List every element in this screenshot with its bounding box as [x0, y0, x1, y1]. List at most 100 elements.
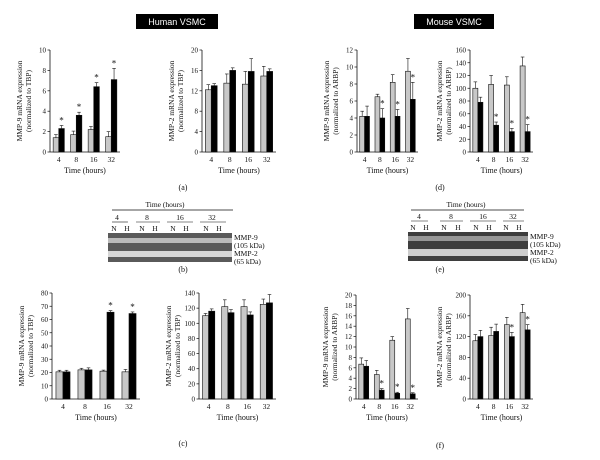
gel-b-label-65: (65 kDa)	[234, 257, 261, 266]
y-tick-label: 8	[195, 108, 199, 116]
y-tick-label: 20	[191, 47, 199, 55]
gel-e-time-4: 4	[417, 212, 421, 221]
gel-e-label-mmp9: MMP-9	[530, 232, 554, 241]
y-axis-label: (normalized to TBP)	[173, 315, 182, 377]
y-tick-label: 160	[456, 47, 467, 55]
y-tick-label: 4	[43, 108, 47, 116]
bar-hypoxia	[266, 71, 273, 153]
y-tick-label: 0	[45, 396, 49, 404]
bar-hypoxia	[509, 336, 515, 400]
y-tick-label: 80	[459, 98, 467, 106]
bar-normoxia	[121, 371, 130, 400]
gel-b-lane-2: H	[124, 224, 130, 233]
x-tick-label: 32	[108, 155, 116, 164]
bar-normoxia	[359, 116, 365, 153]
y-tick-label: 60	[459, 110, 467, 118]
bar-normoxia	[488, 84, 494, 153]
bar-hypoxia	[208, 310, 216, 400]
significance-star: *	[411, 72, 416, 82]
bar-hypoxia	[409, 393, 416, 400]
chart-8: 0 40 80 120 160 200 MMP-2 mRNA expression (norm…	[435, 292, 533, 422]
bar-normoxia	[221, 306, 229, 400]
bar-normoxia	[205, 89, 212, 153]
y-tick-label: 120	[185, 305, 196, 313]
gel-b-lane-8: H	[216, 224, 222, 233]
chart-4: 0 20 40 60 80 100 120 140 160 MMP-2 mRNA expressi…	[435, 47, 533, 175]
gel-b-lane-3: N	[139, 224, 145, 233]
x-tick-label: 32	[263, 402, 271, 411]
x-tick-label: 4	[209, 155, 213, 164]
y-tick-label: 70	[41, 303, 49, 311]
bar-hypoxia	[394, 392, 401, 400]
x-tick-label: 8	[226, 402, 230, 411]
y-tick-label: 0	[350, 149, 354, 157]
bar-hypoxia	[394, 116, 401, 153]
y-axis-label: (normalized to ARBP)	[444, 313, 453, 381]
y-axis-label: MMP-2 mRNA expression	[164, 305, 173, 386]
bar-hypoxia	[93, 86, 100, 153]
x-tick-label: 16	[391, 402, 399, 411]
significance-star: *	[410, 383, 415, 393]
y-tick-label: 2	[349, 385, 353, 393]
bar-normoxia	[105, 136, 112, 153]
bar-normoxia	[504, 84, 510, 153]
x-tick-label: 32	[407, 402, 415, 411]
gel-b-band-mmp9	[108, 238, 232, 243]
bar-normoxia	[259, 304, 267, 400]
y-tick-label: 6	[349, 364, 353, 372]
y-tick-label: 2	[350, 132, 354, 140]
bar-normoxia	[70, 134, 77, 153]
significance-star: *	[395, 100, 400, 110]
significance-star: *	[525, 115, 530, 125]
panel-label-e: (e)	[436, 265, 445, 274]
bar-normoxia	[77, 369, 86, 400]
x-tick-label: 4	[363, 155, 367, 164]
bar-normoxia	[389, 82, 396, 153]
gel-e-lane-2: H	[423, 223, 429, 232]
y-tick-label: 2	[43, 128, 47, 136]
bar-normoxia	[519, 312, 526, 400]
bar-normoxia	[242, 83, 249, 153]
bar-normoxia	[504, 324, 510, 400]
gel-e-lane-6: H	[486, 223, 492, 232]
gel-b-band-mmp2	[108, 251, 232, 257]
bar-normoxia	[223, 82, 231, 153]
significance-star: *	[510, 322, 515, 332]
y-axis-label: (normalized to TBP)	[26, 315, 35, 377]
x-axis-label: Time (hours)	[367, 166, 409, 175]
bar-hypoxia	[210, 85, 218, 153]
x-tick-label: 16	[506, 155, 514, 164]
y-tick-label: 8	[43, 67, 47, 75]
y-axis-label: MMP-2 mRNA expression	[435, 306, 444, 387]
chart-6: 0 20 40 60 80 100 120 140 MMP-2 mRNA expression(…	[164, 290, 276, 422]
header-mouse: Mouse VSMC	[426, 17, 482, 27]
significance-star: *	[494, 112, 499, 122]
x-tick-label: 16	[103, 402, 111, 411]
y-tick-label: 0	[463, 396, 467, 404]
panel-label-c: (c)	[179, 439, 188, 448]
gel-e-lane-3: N	[441, 223, 447, 232]
bar-hypoxia	[266, 302, 273, 400]
x-tick-label: 8	[492, 155, 496, 164]
gel-e-lane-8: H	[516, 223, 522, 232]
x-tick-label: 32	[521, 155, 529, 164]
gel-e-time-32: 32	[509, 212, 517, 221]
gel-e-label-105: (105 kDa)	[530, 240, 561, 249]
y-tick-label: 4	[349, 375, 353, 383]
y-axis-label: (normalized to TBP)	[176, 70, 185, 132]
bar-hypoxia	[58, 128, 65, 153]
y-tick-label: 8	[350, 81, 354, 89]
y-tick-label: 10	[39, 47, 47, 55]
bar-hypoxia	[110, 79, 118, 153]
chart-5: 0 10 20 30 40 50 60 70 80 MMP-9 mRNA expression (n…	[17, 290, 140, 422]
x-tick-label: 16	[391, 155, 399, 164]
y-axis-label: (normalized to ARBP)	[330, 313, 339, 381]
panel-label-d: (d)	[435, 183, 445, 192]
gel-b-label-105: (105 kDa)	[234, 241, 265, 250]
significance-star: *	[59, 115, 64, 125]
bar-hypoxia	[246, 314, 254, 400]
y-tick-label: 12	[191, 87, 199, 95]
y-tick-label: 20	[188, 380, 196, 388]
